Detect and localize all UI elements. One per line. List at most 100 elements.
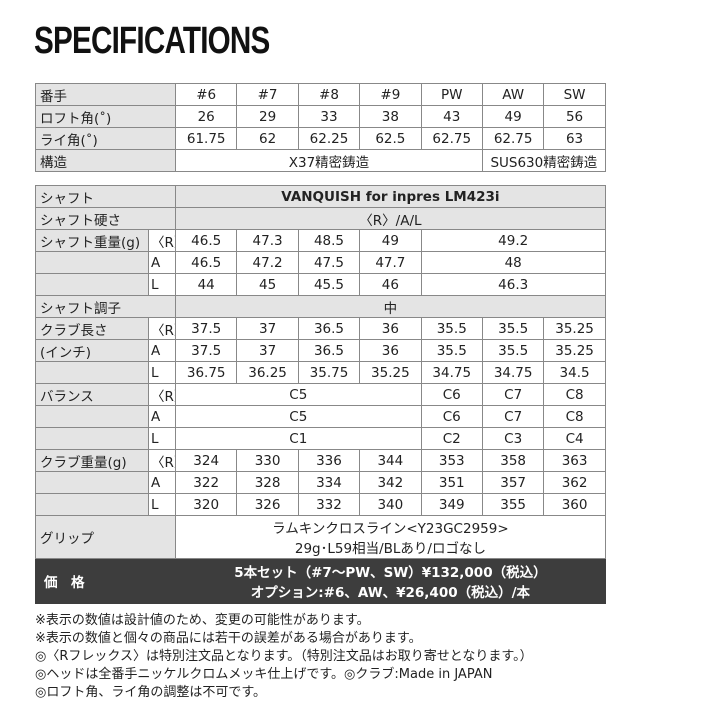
cell: 349 [420, 493, 483, 516]
sub-label: 〈R〉 [148, 317, 176, 340]
price-row: 価 格 5本セット（#7〜PW、SW）¥132,000（税込） オプション:#6、A… [35, 558, 606, 604]
cell: C8 [543, 383, 606, 406]
price-cell: 5本セット（#7〜PW、SW）¥132,000（税込） オプション:#6、AW、¥… [175, 558, 606, 604]
row-label: (インチ) [35, 339, 149, 362]
sub-label: 〈R〉 [148, 449, 176, 472]
row-label-text: クラブ長さ [40, 322, 108, 339]
cell: 49 [359, 229, 422, 252]
table-row: ライ角(˚) 61.75 62 62.25 62.5 62.75 62.75 63 [35, 127, 606, 150]
cell-line: 29g･L59相当/BLあり/ロゴなし [294, 541, 486, 557]
row-label-text: (インチ) [40, 344, 92, 361]
cell: 353 [420, 449, 483, 472]
cell: 37.5 [174, 317, 238, 340]
sub-label: A [148, 251, 176, 274]
row-label-text: グリップ [40, 531, 94, 547]
cell: ラムキンクロスライン<Y23GC2959> 29g･L59相当/BLあり/ロゴなし [175, 515, 606, 559]
cell: 62 [236, 127, 299, 150]
cell: C7 [481, 383, 545, 406]
cell: 355 [481, 493, 545, 516]
cell: 36.5 [297, 339, 361, 362]
cell: 38 [359, 105, 422, 128]
cell: 35.5 [420, 317, 483, 340]
cell: 34.75 [481, 361, 545, 384]
cell: 48.5 [297, 229, 361, 252]
cell: 62.25 [297, 127, 361, 150]
cell: 35.25 [543, 317, 606, 340]
table-row: シャフト調子 中 [35, 295, 606, 318]
row-label-text: シャフト調子 [40, 300, 121, 317]
row-label [35, 251, 149, 274]
row-label-text: シャフト硬さ [40, 212, 121, 229]
title: SPECIFICATIONS [34, 20, 270, 62]
cell: 62.75 [420, 127, 483, 150]
row-label: グリップ [35, 515, 176, 559]
sub-label: 〈R〉 [148, 383, 176, 406]
table-row: L 44 45 45.5 46 46.3 [35, 273, 606, 296]
cell: C7 [481, 405, 545, 428]
cell: 330 [236, 449, 299, 472]
cell: 46 [359, 273, 422, 296]
cell: 340 [359, 493, 422, 516]
cell: #9 [359, 83, 422, 106]
cell: 47.3 [236, 229, 299, 252]
cell: 336 [297, 449, 361, 472]
table-row: A C5 C6 C7 C8 [35, 405, 606, 428]
row-label [35, 361, 149, 384]
cell: VANQUISH for inpres LM423i [175, 185, 606, 208]
cell: PW [420, 83, 483, 106]
sub-label: 〈R〉 [148, 229, 176, 252]
note: ◎ロフト角、ライ角の調整は不可です。 [35, 685, 267, 700]
cell: 62.5 [359, 127, 422, 150]
cell: 36.75 [174, 361, 238, 384]
cell: C4 [543, 427, 606, 450]
cell: 35.75 [297, 361, 361, 384]
cell: 中 [175, 295, 606, 318]
cell: 360 [543, 493, 606, 516]
table-row: L 36.75 36.25 35.75 35.25 34.75 34.75 34.5 [35, 361, 606, 384]
sub-label: A [148, 339, 176, 362]
row-label-text: シャフト重量(g) [40, 234, 141, 251]
cell: C2 [420, 427, 483, 450]
cell: 358 [481, 449, 545, 472]
row-label: ロフト角(˚) [35, 105, 176, 128]
table-row: ロフト角(˚) 26 29 33 38 43 49 56 [35, 105, 606, 128]
row-label: 構造 [35, 149, 176, 172]
cell: 62.75 [481, 127, 545, 150]
price-line: 5本セット（#7〜PW、SW）¥132,000（税込） [234, 565, 547, 581]
note: ◎〈Rフレックス〉は特別注文品となります。（特別注文品はお取り寄せとなります。） [35, 649, 533, 664]
cell: 45 [236, 273, 299, 296]
cell: 322 [174, 471, 238, 494]
cell: 35.25 [359, 361, 422, 384]
cell: 326 [236, 493, 299, 516]
cell: 47.7 [359, 251, 422, 274]
cell-line: ラムキンクロスライン<Y23GC2959> [272, 521, 509, 537]
cell: SUS630精密鋳造 [481, 149, 606, 172]
cell: 61.75 [174, 127, 238, 150]
sub-label: A [148, 405, 176, 428]
cell: 45.5 [297, 273, 361, 296]
cell: 344 [359, 449, 422, 472]
sub-label: A [148, 471, 176, 494]
cell: 33 [297, 105, 361, 128]
table-row: 番手 #6 #7 #8 #9 PW AW SW [35, 83, 606, 106]
spec-table-1: 番手 #6 #7 #8 #9 PW AW SW ロフト角(˚) 26 29 33 38 43 49 56 ライ角… [35, 83, 606, 172]
cell: 36 [359, 339, 422, 362]
cell: AW [481, 83, 545, 106]
cell: 29 [236, 105, 299, 128]
cell: 37 [236, 339, 299, 362]
cell: #8 [297, 83, 361, 106]
cell: C1 [175, 427, 422, 450]
cell: 35.5 [481, 339, 545, 362]
sub-label: L [148, 361, 176, 384]
cell: 324 [174, 449, 238, 472]
row-label [35, 493, 149, 516]
cell: 35.5 [420, 339, 483, 362]
table-row: シャフト VANQUISH for inpres LM423i [35, 185, 606, 208]
row-label-text: シャフト [40, 190, 94, 207]
row-label-text: クラブ重量(g) [40, 454, 127, 471]
table-row: シャフト硬さ 〈R〉/A/L [35, 207, 606, 230]
cell: 34.75 [420, 361, 483, 384]
cell: 36.5 [297, 317, 361, 340]
row-label: シャフト硬さ [35, 207, 176, 230]
